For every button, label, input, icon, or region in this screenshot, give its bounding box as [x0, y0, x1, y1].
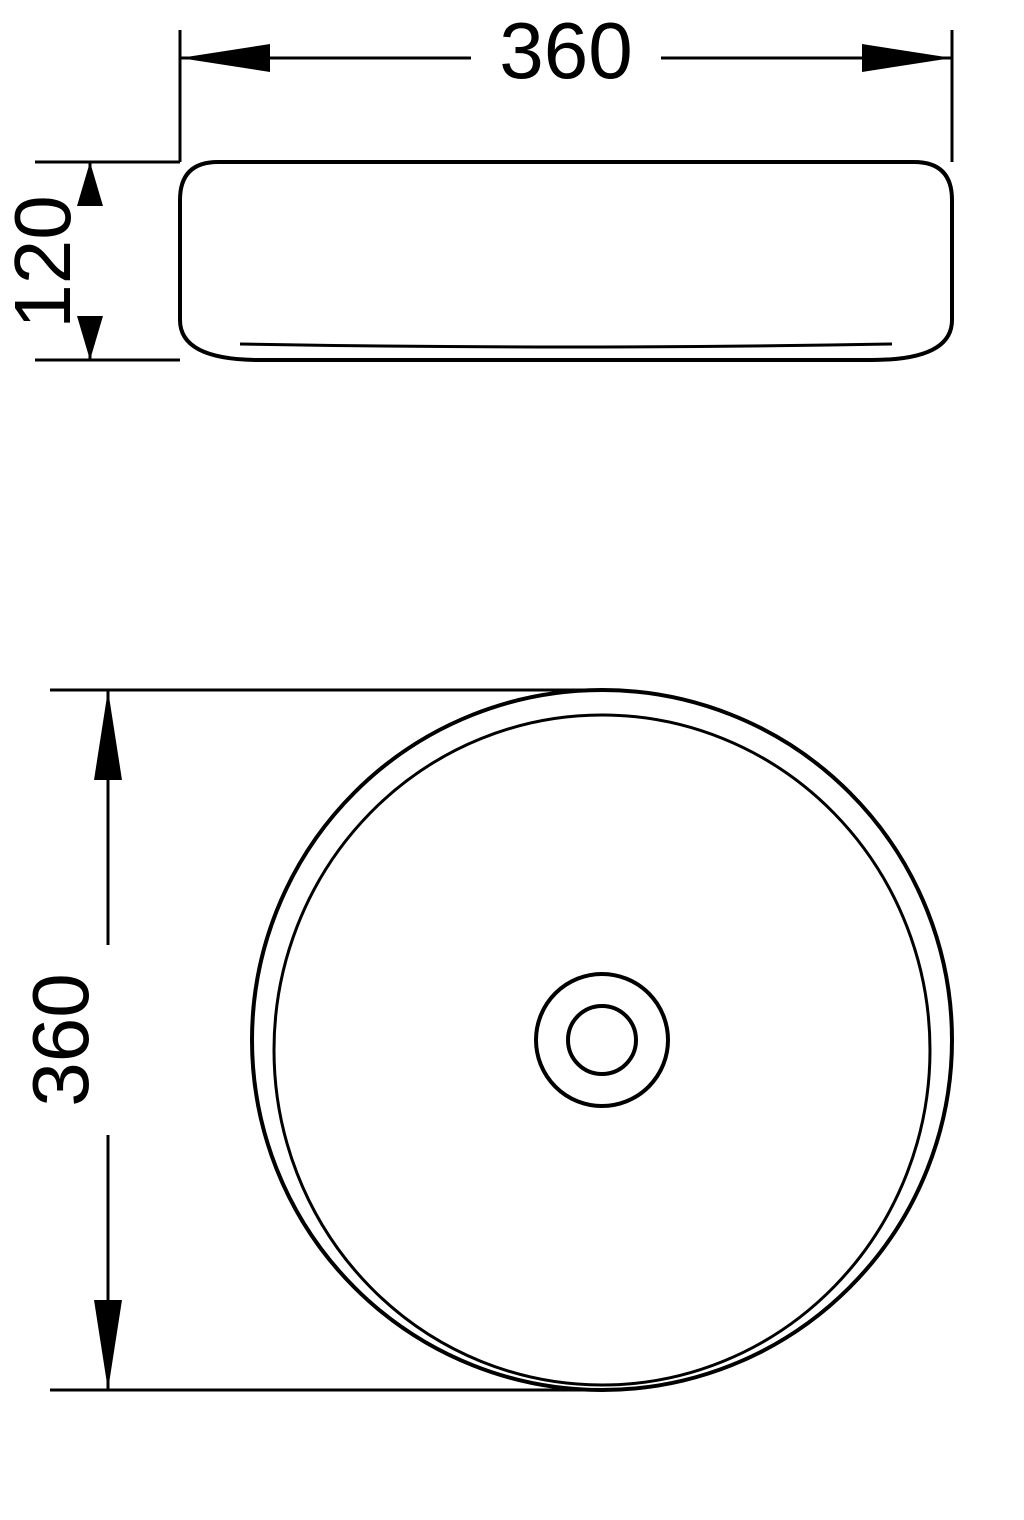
side-profile: [180, 162, 952, 360]
plan-outer-circle: [252, 690, 952, 1390]
side-inner-line: [240, 344, 892, 347]
arrowhead-up-icon: [94, 690, 122, 780]
drain-outer-circle: [536, 974, 668, 1106]
arrowhead-right-icon: [862, 44, 952, 72]
dim-width-label: 360: [499, 6, 632, 95]
arrowhead-down-icon: [94, 1300, 122, 1390]
dim-diameter-label: 360: [16, 973, 105, 1106]
plan-inner-rim: [274, 715, 930, 1385]
arrowhead-left-icon: [180, 44, 270, 72]
drain-inner-circle: [568, 1006, 636, 1074]
dim-height-label: 120: [0, 195, 87, 328]
